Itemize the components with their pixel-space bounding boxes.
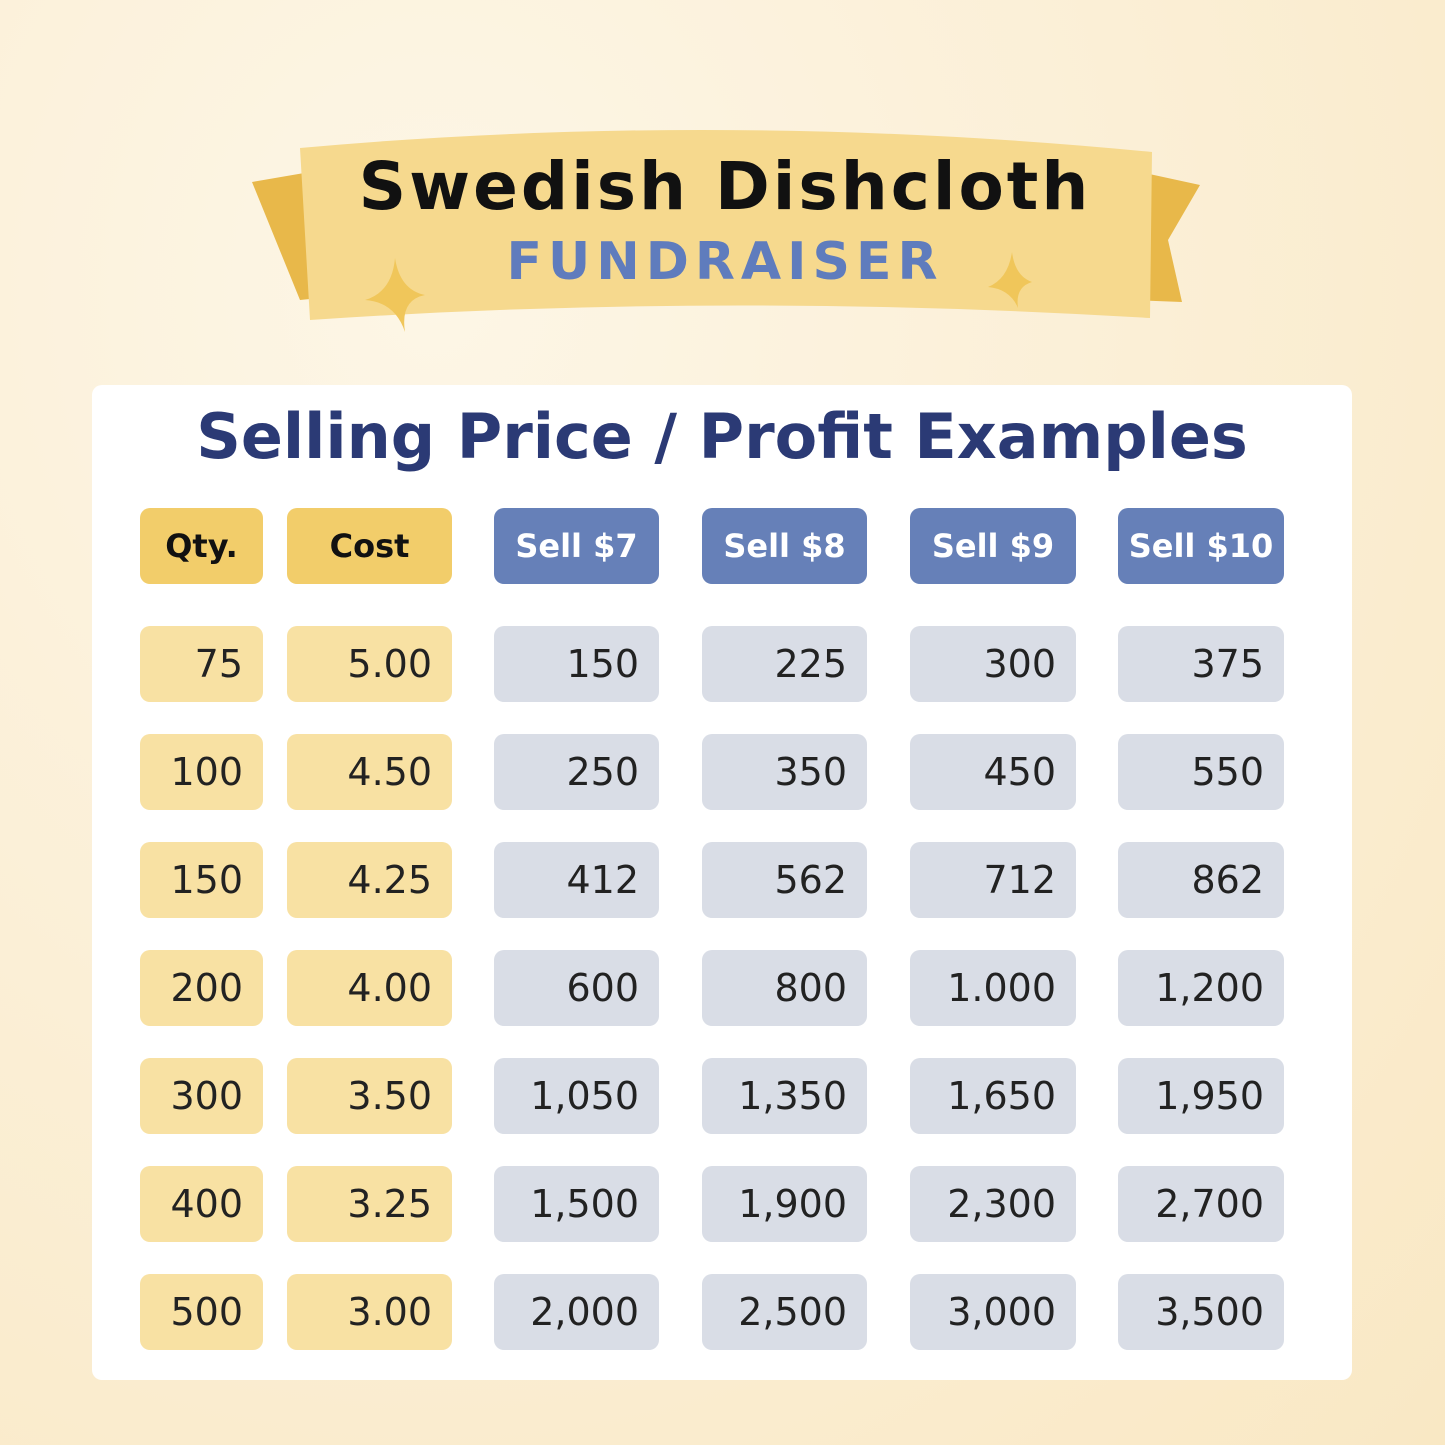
table-cell: 412 bbox=[494, 842, 659, 918]
table-cell: 862 bbox=[1118, 842, 1284, 918]
table-cell: 3.25 bbox=[287, 1166, 452, 1242]
table-cell: 250 bbox=[494, 734, 659, 810]
table-cell: 1,050 bbox=[494, 1058, 659, 1134]
table-cell: 500 bbox=[140, 1274, 263, 1350]
table-cell: 375 bbox=[1118, 626, 1284, 702]
table-cell: 800 bbox=[702, 950, 867, 1026]
banner-graphic bbox=[252, 129, 1200, 332]
table-cell: 400 bbox=[140, 1166, 263, 1242]
header-title: Swedish Dishcloth bbox=[358, 148, 1092, 225]
column-header: Sell $8 bbox=[702, 508, 867, 584]
column-header: Sell $7 bbox=[494, 508, 659, 584]
table-cell: 600 bbox=[494, 950, 659, 1026]
table-cell: 1.000 bbox=[910, 950, 1076, 1026]
table-cell: 225 bbox=[702, 626, 867, 702]
table-cell: 1,900 bbox=[702, 1166, 867, 1242]
table-cell: 150 bbox=[494, 626, 659, 702]
table-cell: 1,350 bbox=[702, 1058, 867, 1134]
ribbon-tail bbox=[252, 172, 320, 300]
column-header: Sell $9 bbox=[910, 508, 1076, 584]
column-header: Qty. bbox=[140, 508, 263, 584]
table-cell: 3.00 bbox=[287, 1274, 452, 1350]
star bbox=[988, 252, 1032, 308]
table-cell: 4.25 bbox=[287, 842, 452, 918]
table-cell: 100 bbox=[140, 734, 263, 810]
column-header: Cost bbox=[287, 508, 452, 584]
table-cell: 3,000 bbox=[910, 1274, 1076, 1350]
table-cell: 562 bbox=[702, 842, 867, 918]
star bbox=[365, 258, 425, 332]
table-cell: 2,500 bbox=[702, 1274, 867, 1350]
table-cell: 300 bbox=[910, 626, 1076, 702]
table-cell: 712 bbox=[910, 842, 1076, 918]
table-cell: 150 bbox=[140, 842, 263, 918]
table-cell: 2,300 bbox=[910, 1166, 1076, 1242]
ribbon bbox=[300, 129, 1152, 320]
table-cell: 3,500 bbox=[1118, 1274, 1284, 1350]
column-header: Sell $10 bbox=[1118, 508, 1284, 584]
table-cell: 200 bbox=[140, 950, 263, 1026]
header-subtitle: FUNDRAISER bbox=[506, 232, 944, 292]
table-cell: 4.50 bbox=[287, 734, 452, 810]
table-cell: 1,200 bbox=[1118, 950, 1284, 1026]
table-cell: 350 bbox=[702, 734, 867, 810]
table-cell: 1,650 bbox=[910, 1058, 1076, 1134]
table-cell: 3.50 bbox=[287, 1058, 452, 1134]
table-cell: 2,000 bbox=[494, 1274, 659, 1350]
table-cell: 5.00 bbox=[287, 626, 452, 702]
table-cell: 2,700 bbox=[1118, 1166, 1284, 1242]
table-cell: 450 bbox=[910, 734, 1076, 810]
table-title: Selling Price / Profit Examples bbox=[196, 400, 1248, 473]
table-cell: 1,950 bbox=[1118, 1058, 1284, 1134]
table-cell: 75 bbox=[140, 626, 263, 702]
table-cell: 550 bbox=[1118, 734, 1284, 810]
table-cell: 300 bbox=[140, 1058, 263, 1134]
table-cell: 1,500 bbox=[494, 1166, 659, 1242]
table-cell: 4.00 bbox=[287, 950, 452, 1026]
table-card: Selling Price / Profit Examples Qty. Cost… bbox=[92, 385, 1352, 1380]
